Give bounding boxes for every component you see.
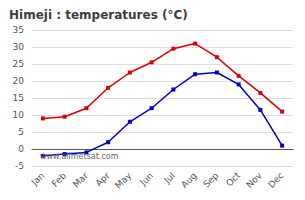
svg-text:10: 10: [13, 110, 25, 120]
svg-text:0: 0: [18, 144, 24, 154]
svg-text:15: 15: [13, 93, 24, 103]
svg-text:35: 35: [13, 25, 24, 35]
svg-text:Nov: Nov: [244, 170, 264, 190]
svg-text:5: 5: [18, 127, 24, 137]
svg-text:Jan: Jan: [29, 170, 47, 188]
svg-text:Sep: Sep: [201, 170, 220, 189]
svg-text:Aug: Aug: [179, 170, 198, 189]
svg-text:30: 30: [13, 42, 25, 52]
svg-text:25: 25: [13, 59, 24, 69]
svg-text:Mar: Mar: [71, 170, 90, 189]
svg-text:Dec: Dec: [266, 170, 285, 189]
svg-text:Feb: Feb: [50, 170, 69, 189]
svg-text:Jun: Jun: [137, 170, 155, 188]
svg-text:-5: -5: [15, 161, 24, 171]
svg-text:20: 20: [13, 76, 25, 86]
svg-text:Himeji : temperatures (°C): Himeji : temperatures (°C): [9, 8, 188, 22]
svg-text:Apr: Apr: [94, 170, 112, 188]
svg-text:Jul: Jul: [161, 170, 176, 185]
svg-text:Oct: Oct: [224, 170, 242, 188]
svg-text:www.allmetsat.com: www.allmetsat.com: [40, 152, 119, 161]
svg-text:May: May: [113, 170, 134, 191]
